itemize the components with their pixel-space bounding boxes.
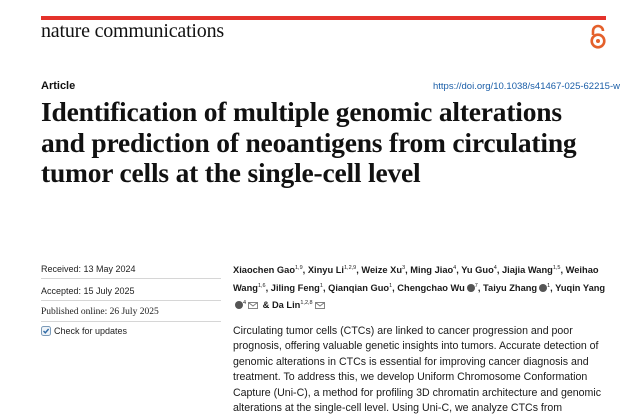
- author-name[interactable]: Chengchao Wu: [397, 282, 465, 293]
- open-access-icon[interactable]: [588, 24, 608, 50]
- author-affiliation: 1: [319, 282, 323, 289]
- published-date: Published online: 26 July 2025: [41, 307, 159, 317]
- journal-name[interactable]: nature communications: [41, 20, 224, 42]
- author-affiliation: 4: [243, 300, 247, 306]
- check-updates-icon: [41, 326, 51, 336]
- author-name[interactable]: Taiyu Zhang: [483, 282, 538, 293]
- orcid-icon[interactable]: [466, 283, 475, 292]
- email-icon[interactable]: [248, 302, 259, 309]
- author-affiliation: 3: [402, 265, 406, 271]
- brand-accent-bar: [41, 16, 606, 20]
- author-name[interactable]: Jiling Feng: [270, 282, 320, 293]
- author-affiliation: 4: [453, 265, 457, 271]
- received-date: Received: 13 May 2024: [41, 264, 136, 274]
- divider: [41, 278, 221, 279]
- author-name[interactable]: Ming Jiao: [410, 265, 454, 275]
- author-affiliation: 7: [474, 282, 478, 289]
- orcid-icon[interactable]: [235, 301, 243, 309]
- author-name[interactable]: Yu Guo: [461, 265, 494, 275]
- author-affiliation: 4: [493, 265, 497, 271]
- author-name[interactable]: Yuqin Yang: [555, 282, 606, 293]
- author-name[interactable]: Jiajia Wang: [502, 265, 553, 275]
- check-updates-label: Check for updates: [54, 326, 128, 336]
- article-title: Identification of multiple genomic alter…: [41, 96, 577, 188]
- article-type-label: Article: [41, 80, 76, 92]
- author-affiliation: 1,6: [257, 282, 266, 289]
- doi-link[interactable]: https://doi.org/10.1038/s41467-025-62215…: [433, 81, 620, 92]
- abstract-text: Circulating tumor cells (CTCs) are linke…: [233, 325, 602, 415]
- author-name[interactable]: Weihao Wang: [233, 265, 599, 293]
- author-affiliation: 1,5: [552, 265, 561, 271]
- accepted-date: Accepted: 15 July 2025: [41, 286, 135, 296]
- author-name[interactable]: Weize Xu: [361, 265, 403, 275]
- email-icon[interactable]: [314, 302, 325, 309]
- author-name[interactable]: Da Lin: [271, 300, 301, 310]
- orcid-icon[interactable]: [539, 283, 548, 292]
- author-affiliation: 1,2,9: [344, 265, 357, 271]
- author-affiliation: 1: [389, 282, 393, 289]
- check-for-updates-button[interactable]: Check for updates: [41, 326, 127, 336]
- divider: [41, 300, 221, 301]
- author-affiliation: 1: [547, 282, 551, 289]
- author-name[interactable]: Xinyu Li: [307, 265, 344, 275]
- author-name[interactable]: Xiaochen Gao: [233, 265, 295, 275]
- author-affiliation: 1,2,8: [300, 300, 313, 306]
- author-name[interactable]: Qianqian Guo: [328, 282, 390, 293]
- author-list: Xiaochen Gao1,9, Xinyu Li1,2,9, Weize Xu…: [233, 265, 606, 310]
- divider: [41, 321, 221, 322]
- author-affiliation: 1,9: [295, 265, 303, 271]
